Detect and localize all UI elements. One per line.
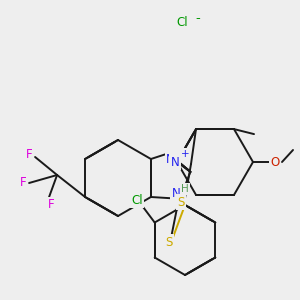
Text: N: N (166, 153, 175, 166)
Text: O: O (270, 155, 280, 169)
Text: N: N (171, 187, 180, 200)
Text: Cl: Cl (131, 194, 142, 207)
Text: F: F (20, 176, 26, 190)
Text: -: - (196, 13, 200, 26)
Text: F: F (26, 148, 32, 161)
Text: Cl: Cl (176, 16, 188, 28)
Text: H: H (181, 184, 189, 194)
Text: +: + (181, 149, 189, 159)
Text: S: S (165, 236, 173, 249)
Text: F: F (48, 199, 54, 212)
Text: N: N (171, 155, 179, 169)
Text: S: S (177, 196, 185, 208)
